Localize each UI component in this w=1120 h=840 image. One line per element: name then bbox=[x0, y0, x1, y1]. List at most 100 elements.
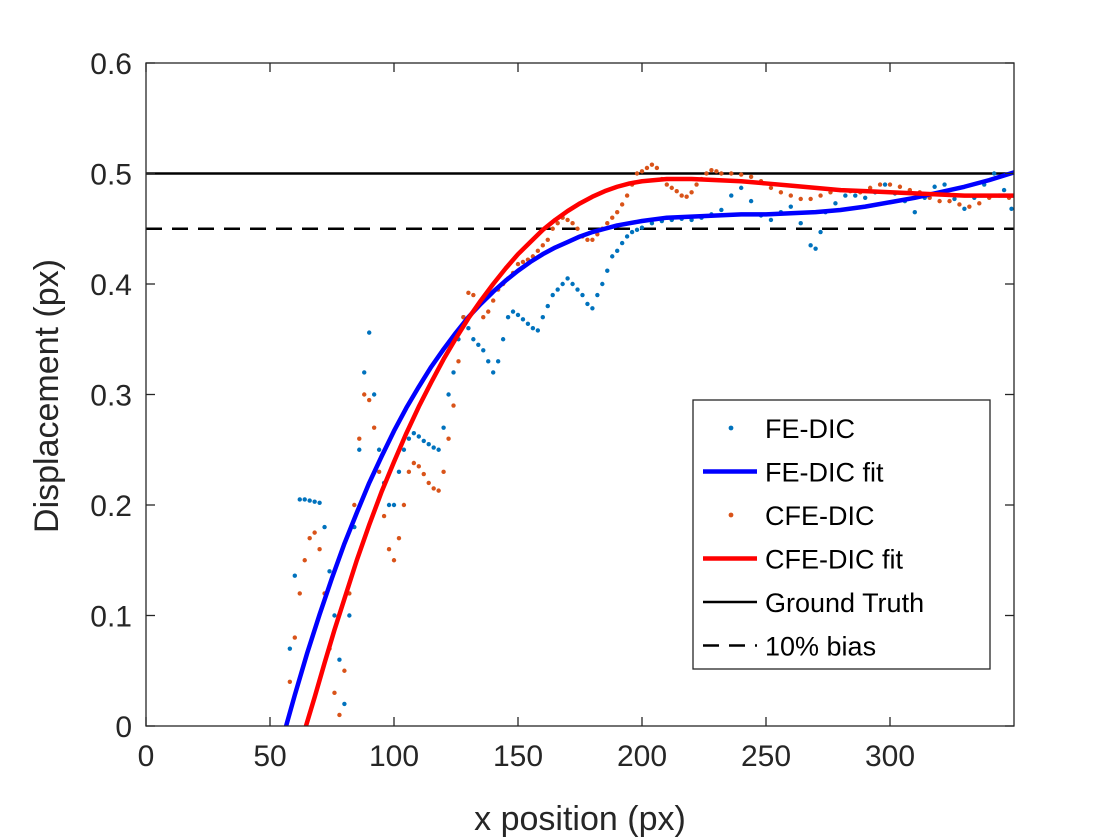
fe-dic-point bbox=[1001, 187, 1007, 193]
fe-dic-point bbox=[952, 196, 957, 202]
cfe-dic-point bbox=[312, 530, 317, 535]
x-tick-label: 50 bbox=[253, 740, 286, 773]
cfe-dic-point bbox=[897, 184, 903, 189]
cfe-dic-point bbox=[689, 190, 694, 195]
cfe-dic-point bbox=[639, 169, 645, 174]
cfe-dic-point bbox=[649, 162, 655, 167]
fe-dic-point bbox=[619, 240, 625, 246]
cfe-dic-point bbox=[818, 193, 823, 198]
legend-entry-cfe-dic-fit: CFE-DIC fit bbox=[703, 545, 903, 575]
legend-marker bbox=[728, 425, 734, 431]
fe-dic-point bbox=[367, 330, 372, 335]
series-layer bbox=[146, 162, 1014, 726]
fe-dic-point bbox=[813, 246, 818, 251]
cfe-dic-point bbox=[535, 248, 541, 254]
fe-dic-point bbox=[798, 221, 803, 226]
cfe-dic-point bbox=[575, 226, 580, 231]
cfe-dic-point bbox=[684, 194, 689, 199]
cfe-dic-point bbox=[565, 217, 570, 223]
cfe-dic-point bbox=[540, 243, 545, 248]
fe-dic-point bbox=[332, 613, 337, 618]
series-cfe-dic bbox=[287, 162, 1012, 718]
cfe-dic-point bbox=[332, 690, 337, 696]
cfe-dic-point bbox=[515, 261, 521, 267]
y-tick-label: 0.6 bbox=[90, 48, 132, 81]
y-tick-label: 0.1 bbox=[90, 601, 132, 634]
fe-dic-point bbox=[495, 359, 501, 364]
fe-dic-point bbox=[322, 524, 327, 530]
cfe-dic-point bbox=[317, 547, 322, 552]
y-tick-label: 0.4 bbox=[90, 269, 132, 302]
fe-dic-point bbox=[942, 182, 947, 187]
cfe-dic-point bbox=[590, 237, 595, 242]
cfe-dic-point bbox=[486, 309, 491, 314]
fe-dic-point bbox=[510, 309, 516, 314]
cfe-dic-point bbox=[376, 469, 382, 475]
fe-dic-point bbox=[882, 182, 888, 187]
cfe-dic-point bbox=[461, 314, 466, 320]
fe-dic-point bbox=[585, 301, 590, 307]
cfe-dic-point bbox=[391, 558, 397, 563]
x-tick-label: 0 bbox=[138, 740, 155, 773]
fe-dic-point bbox=[436, 447, 441, 452]
cfe-dic-point bbox=[808, 196, 813, 202]
cfe-dic-point bbox=[664, 182, 669, 187]
cfe-dic-point bbox=[545, 237, 550, 242]
fe-dic-point bbox=[535, 328, 541, 333]
cfe-dic-point bbox=[788, 193, 793, 198]
cfe-dic-point bbox=[396, 535, 402, 541]
cfe-dic-point bbox=[337, 712, 342, 718]
fe-dic-point bbox=[342, 701, 347, 707]
cfe-dic-point bbox=[406, 469, 412, 475]
fe-dic-point bbox=[629, 229, 635, 235]
cfe-dic-point bbox=[615, 209, 620, 215]
fe-dic-point bbox=[912, 209, 917, 215]
cfe-dic-point bbox=[481, 314, 486, 320]
fe-dic-point bbox=[729, 193, 734, 198]
cfe-dic-point bbox=[694, 182, 699, 187]
fe-dic-point bbox=[649, 221, 655, 226]
cfe-dic-point bbox=[654, 165, 660, 171]
x-tick-label: 200 bbox=[617, 740, 667, 773]
legend-entry-ground-truth: Ground Truth bbox=[703, 588, 924, 618]
fe-dic-point bbox=[808, 243, 813, 248]
y-axis-label: Displacement (px) bbox=[28, 259, 66, 533]
cfe-dic-point bbox=[570, 221, 575, 226]
cfe-dic-point bbox=[644, 165, 650, 171]
cfe-dic-point bbox=[371, 425, 377, 430]
cfe-dic-point bbox=[352, 502, 357, 508]
cfe-dic-point bbox=[302, 558, 307, 563]
fe-dic-point bbox=[486, 359, 491, 364]
fe-dic-point bbox=[624, 234, 630, 239]
cfe-dic-point bbox=[739, 172, 744, 177]
series-fe-dic bbox=[287, 171, 1014, 707]
cfe-dic-point bbox=[436, 488, 441, 493]
legend: FE-DIC FE-DIC fit CFE-DIC CFE-DIC fit Ground… bbox=[692, 399, 991, 670]
fe-dic-point bbox=[634, 227, 640, 233]
cfe-dic-point bbox=[674, 188, 679, 194]
cfe-dic-point bbox=[441, 469, 446, 475]
fe-dic-point bbox=[863, 195, 868, 201]
fe-dic-point bbox=[520, 317, 526, 322]
cfe-dic-point bbox=[679, 193, 684, 198]
cfe-dic-point bbox=[357, 436, 362, 441]
cfe-dic-point bbox=[957, 202, 962, 207]
cfe-dic-point bbox=[520, 259, 526, 265]
fe-dic-point bbox=[466, 326, 471, 331]
cfe-dic-point bbox=[778, 190, 784, 195]
fe-dic-point bbox=[441, 425, 446, 430]
cfe-dic-point bbox=[287, 679, 293, 684]
cfe-dic-point bbox=[887, 182, 893, 187]
cfe-dic-point bbox=[619, 202, 625, 207]
fe-dic-point bbox=[302, 497, 307, 502]
x-axis-label: x position (px) bbox=[474, 800, 686, 838]
fe-dic-point bbox=[505, 314, 511, 320]
fe-dic-point bbox=[768, 217, 774, 223]
fe-dic-point bbox=[376, 447, 382, 452]
legend-label: CFE-DIC bbox=[765, 501, 875, 531]
fe-dic-point bbox=[545, 303, 550, 309]
cfe-dic-point bbox=[719, 171, 724, 176]
fe-dic-point bbox=[421, 438, 426, 444]
fe-dic-point bbox=[476, 342, 481, 347]
